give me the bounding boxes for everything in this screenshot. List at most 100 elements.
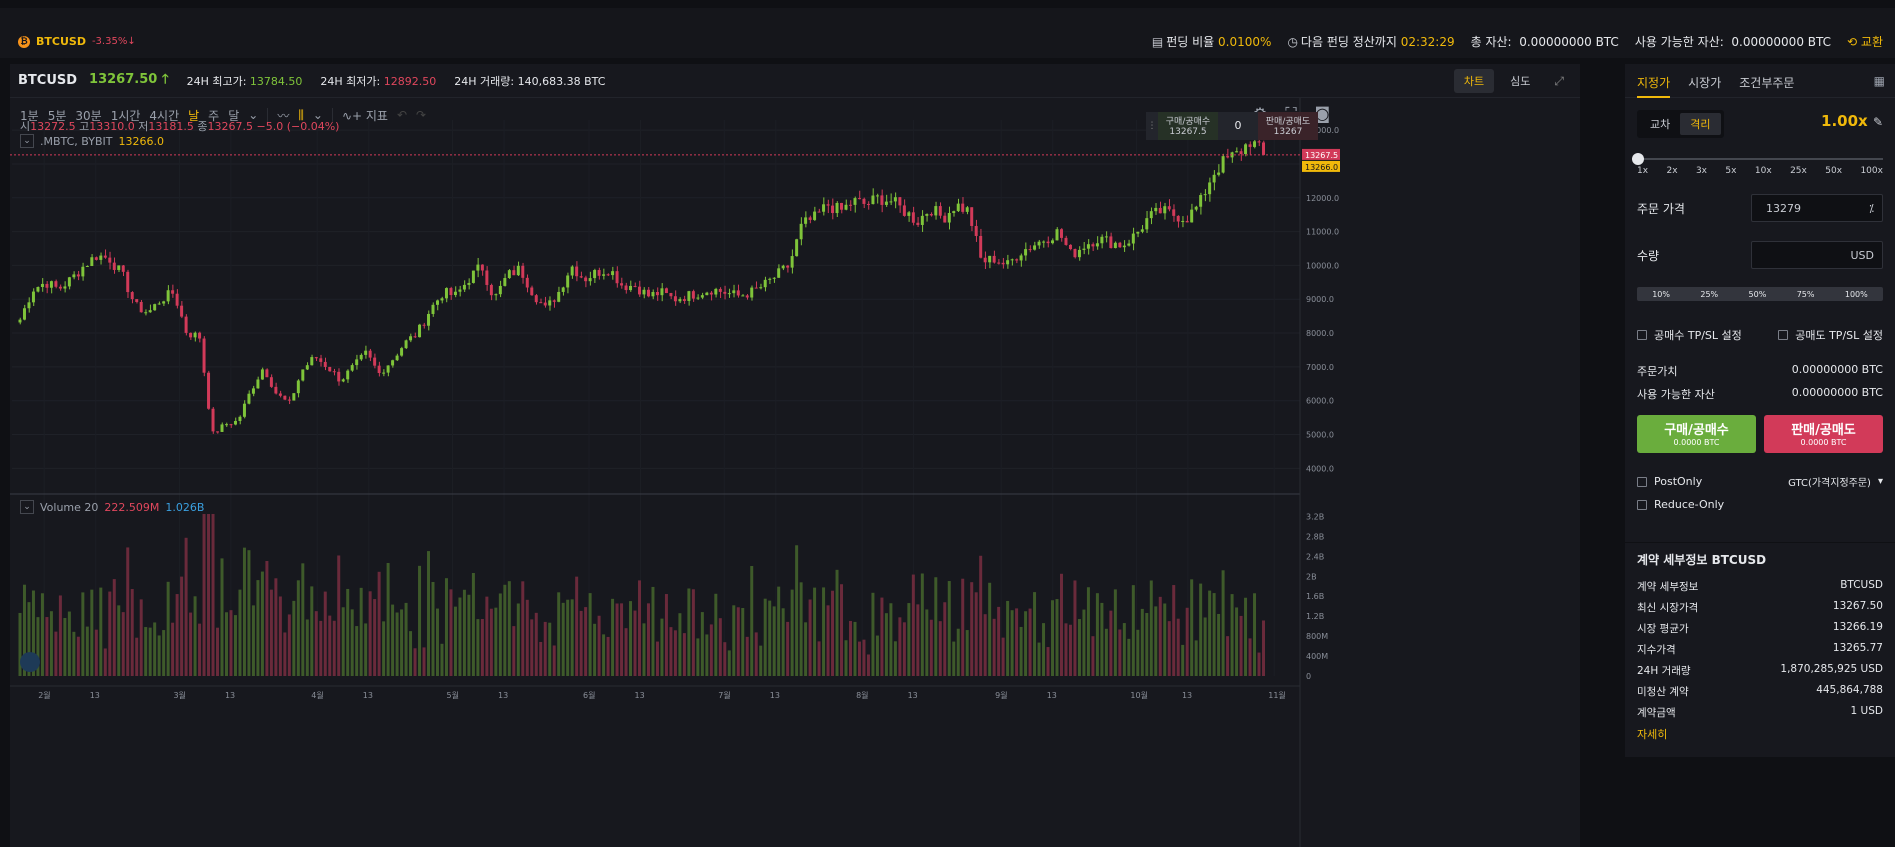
reduceonly-checkbox[interactable]: Reduce-Only — [1637, 498, 1724, 511]
pct-100[interactable]: 100% — [1844, 289, 1868, 299]
collapse-icon[interactable]: ⌄ — [20, 500, 34, 514]
candle — [476, 264, 480, 271]
timeframe-30m[interactable]: 30분 — [75, 108, 102, 123]
volume-bar — [835, 569, 839, 676]
tab-chart[interactable]: 차트 — [1453, 69, 1495, 93]
pct-25[interactable]: 25% — [1700, 289, 1719, 299]
volume-tick-label: 2.8B — [1306, 532, 1324, 541]
time-in-force-select[interactable]: GTC(가격지정주문) ▾ — [1788, 476, 1883, 489]
volume-bar — [781, 608, 785, 676]
candle — [1073, 249, 1077, 258]
candle — [166, 290, 170, 302]
candle — [871, 195, 875, 205]
camera-icon[interactable]: ◙ — [1314, 104, 1330, 123]
pct-50[interactable]: 50% — [1748, 289, 1767, 299]
candle — [1006, 260, 1010, 265]
indicators-button[interactable]: ∿+ 지표 — [341, 108, 388, 123]
timeframe-5m[interactable]: 5분 — [47, 108, 67, 123]
price-input[interactable]: 13279 ⁒ — [1751, 194, 1883, 222]
volume-bar — [427, 551, 431, 676]
drag-handle-icon[interactable]: ⋮ — [1147, 121, 1157, 131]
volume-bar — [1163, 603, 1167, 676]
volume-bar — [579, 610, 583, 676]
volume-bar — [189, 612, 193, 676]
quick-buy-button[interactable]: 구매/공매수 13267.5 — [1158, 112, 1218, 140]
candle — [1046, 241, 1050, 244]
candle — [763, 279, 767, 288]
details-link[interactable]: 자세히 — [1637, 728, 1668, 741]
x-tick-label: 4월 — [311, 690, 323, 700]
undo-icon[interactable]: ↶ — [396, 108, 408, 122]
candle — [709, 292, 713, 295]
x-tick-label: 13 — [225, 691, 235, 700]
x-tick-label: 13 — [363, 691, 373, 700]
timeframe-4h[interactable]: 4시간 — [149, 108, 180, 123]
slider-handle[interactable] — [1632, 153, 1644, 165]
volume-bar — [992, 618, 996, 676]
pct-10[interactable]: 10% — [1652, 289, 1670, 299]
tab-market[interactable]: 시장가 — [1688, 76, 1722, 90]
price-chart[interactable]: 4000.0 5000.0 6000.0 7000.0 8000.0 9000.0 1000… — [10, 64, 1580, 847]
volume-bar — [1181, 644, 1185, 676]
exchange-button[interactable]: ⟲ 교환 — [1847, 35, 1883, 49]
margin-cross[interactable]: 교차 — [1650, 118, 1671, 131]
volume-bar — [1154, 606, 1158, 676]
volume-bar — [902, 622, 906, 676]
timeframe-week[interactable]: 주 — [208, 108, 220, 123]
line-chart-icon[interactable]: 〰 — [277, 108, 290, 123]
timeframe-1m[interactable]: 1분 — [20, 108, 39, 123]
volume-bar — [1244, 597, 1248, 676]
symbol-selector[interactable]: ₿ BTCUSD -3.35%↓ — [18, 35, 136, 48]
tpsl-buy-checkbox[interactable]: 공매수 TP/SL 설정 — [1637, 327, 1742, 343]
buy-long-button[interactable]: 구매/공매수 0.0000 BTC — [1637, 415, 1756, 453]
volume-bar — [1104, 628, 1108, 676]
margin-isolated[interactable]: 격리 — [1680, 113, 1721, 135]
percent-icon[interactable]: ⁒ — [1869, 201, 1874, 215]
leverage-value[interactable]: 1.00x ✎ — [1821, 112, 1883, 130]
candle — [983, 257, 987, 263]
exchange-icon: ⟲ — [1847, 35, 1858, 49]
postonly-checkbox[interactable]: PostOnly — [1637, 475, 1702, 488]
timeframe-day[interactable]: 날 — [188, 108, 200, 123]
candle — [1055, 229, 1059, 241]
expand-icon[interactable]: ⤢ — [1554, 73, 1564, 88]
candle — [310, 357, 314, 366]
volume-bar — [301, 563, 305, 676]
volume-bar — [166, 581, 170, 676]
candle — [1082, 248, 1086, 250]
candle — [18, 319, 22, 323]
candle — [49, 281, 53, 288]
quick-sell-button[interactable]: 판매/공매도 13267 — [1258, 112, 1318, 140]
volume-bar — [566, 599, 570, 676]
tpsl-sell-checkbox[interactable]: 공매도 TP/SL 설정 — [1778, 327, 1883, 343]
candle — [1033, 245, 1037, 250]
timeframe-month[interactable]: 달 — [228, 108, 240, 123]
collapse-icon[interactable]: ⌄ — [20, 134, 34, 148]
candle — [516, 265, 520, 276]
candle — [368, 350, 372, 358]
candle — [395, 355, 399, 361]
tab-conditional[interactable]: 조건부주문 — [1739, 76, 1795, 90]
timeframe-1h[interactable]: 1시간 — [110, 108, 141, 123]
chart-pair: BTCUSD — [18, 73, 78, 88]
calculator-icon[interactable]: ▦ — [1873, 74, 1885, 88]
tab-depth[interactable]: 심도 — [1510, 75, 1531, 88]
qty-input[interactable]: USD — [1751, 241, 1883, 269]
volume-bar — [1113, 589, 1117, 676]
volume-bar — [1073, 580, 1077, 676]
quick-order-qty[interactable]: 0 — [1234, 119, 1242, 132]
volume-bar — [660, 618, 664, 676]
candle — [597, 270, 601, 276]
candlestick-icon[interactable]: ⫼ — [298, 107, 304, 122]
sell-short-button[interactable]: 판매/공매도 0.0000 BTC — [1764, 415, 1883, 453]
chevron-down-icon[interactable]: ⌄ — [248, 108, 259, 122]
contract-row: 24H 거래량 1,870,285,925 USD — [1637, 663, 1883, 677]
chevron-down-icon[interactable]: ⌄ — [312, 108, 323, 122]
mark-price-tag — [1302, 160, 1340, 172]
leverage-slider[interactable]: 1x 2x 3x 5x 10x 25x 50x 100x — [1632, 148, 1883, 176]
candle — [1104, 236, 1108, 238]
pct-75[interactable]: 75% — [1796, 289, 1815, 299]
tab-limit[interactable]: 지정가 — [1637, 74, 1671, 98]
candle — [242, 403, 246, 417]
redo-icon[interactable]: ↷ — [416, 108, 427, 122]
